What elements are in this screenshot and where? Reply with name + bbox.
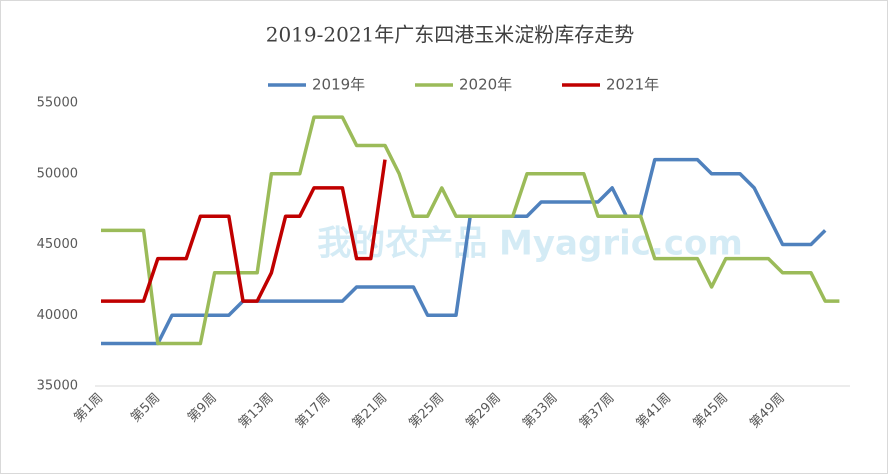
series-line	[101, 115, 840, 346]
y-tick-label: 50000	[37, 166, 78, 181]
y-tick-label: 45000	[37, 237, 78, 252]
legend-label: 2021年	[606, 76, 659, 94]
y-tick-label: 35000	[37, 379, 78, 394]
legend-label: 2020年	[459, 76, 512, 94]
y-tick-label: 55000	[37, 96, 78, 111]
legend-label: 2019年	[312, 76, 365, 94]
series-line	[101, 157, 827, 346]
chart-title: 2019-2021年广东四港玉米淀粉库存走势	[266, 23, 635, 47]
series-line	[101, 159, 387, 303]
watermark: 我的农产品 Myagric.com	[317, 224, 743, 264]
y-tick-label: 40000	[37, 308, 78, 323]
